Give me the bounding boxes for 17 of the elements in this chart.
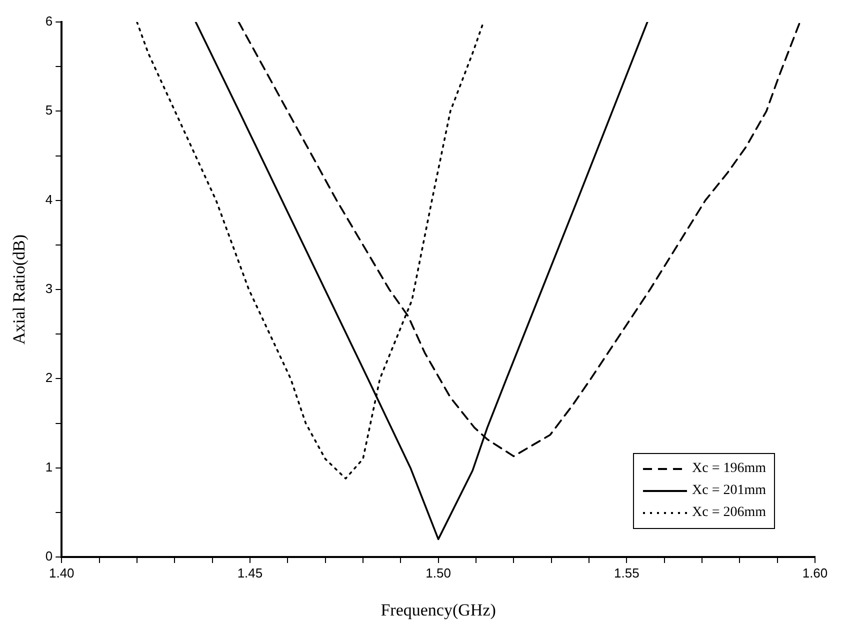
x-tick-label: 1.50: [426, 565, 451, 580]
y-tick-label: 6: [45, 14, 53, 29]
x-tick-label: 1.55: [614, 565, 640, 580]
y-tick-label: 5: [45, 102, 53, 118]
legend-label: Xc = 196mm: [692, 461, 766, 477]
x-tick-label: 1.60: [802, 565, 828, 580]
y-tick-label: 2: [45, 370, 53, 386]
x-tick-label: 1.40: [48, 565, 74, 580]
y-axis-title: Axial Ratio(dB): [10, 234, 29, 345]
x-tick-label: 1.45: [237, 565, 263, 580]
y-tick-label: 4: [45, 192, 53, 207]
legend-label: Xc = 206mm: [692, 505, 766, 521]
y-tick-label: 0: [45, 548, 53, 564]
legend-label: Xc = 201mm: [692, 483, 766, 499]
x-axis-title: Frequency(GHz): [380, 600, 496, 620]
y-tick-label: 3: [45, 281, 53, 296]
y-tick-label: 1: [45, 459, 53, 474]
